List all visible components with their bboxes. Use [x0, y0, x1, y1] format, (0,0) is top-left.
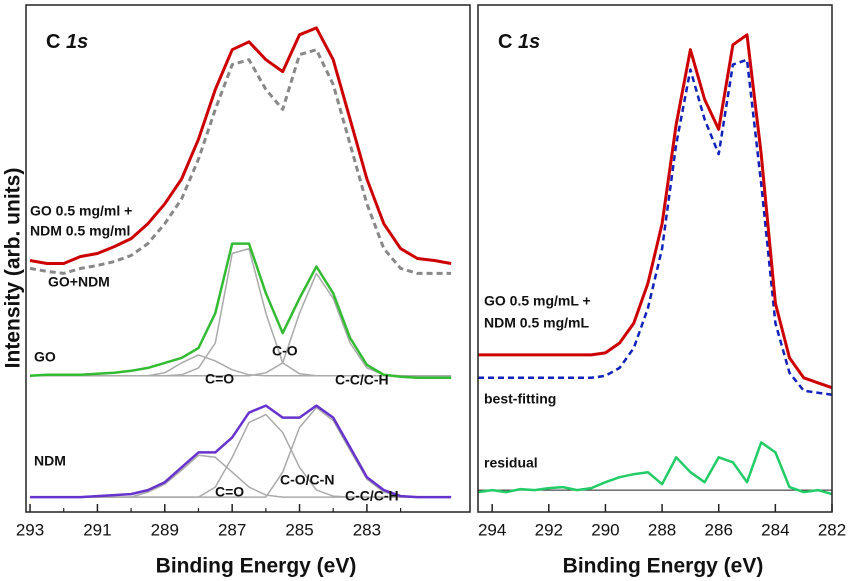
annotation: C=O: [215, 484, 244, 500]
annotation: C-O: [272, 343, 298, 359]
panel-label-element: C: [498, 31, 512, 53]
x-tick-label: 291: [83, 520, 111, 539]
x-tick-label: 290: [591, 520, 619, 539]
annotation: GO 0.5 mg/mL +: [484, 293, 591, 309]
annotation: GO 0.5 mg/ml +: [30, 203, 132, 219]
panel-label-element: C: [46, 31, 60, 53]
spectrum-line: [29, 26, 452, 265]
x-tick-label: 284: [761, 520, 789, 539]
x-tick-label: 293: [16, 520, 44, 539]
annotation: C=O: [205, 371, 234, 387]
x-tick-label: 283: [353, 520, 381, 539]
y-axis-title: Intensity (arb. units): [2, 168, 25, 369]
annotation: GO+NDM: [48, 274, 110, 290]
x-tick-label: 289: [151, 520, 179, 539]
annotation: NDM: [34, 453, 66, 469]
annotation: best-fitting: [484, 391, 556, 407]
x-tick-label: 286: [705, 520, 733, 539]
x-tick-label: 292: [535, 520, 563, 539]
annotation: GO: [34, 349, 56, 365]
annotation: C-C/C-H: [335, 372, 389, 388]
spectrum-line: [29, 48, 452, 275]
panel-label-orbital: 1s: [66, 31, 88, 53]
x-tick-label: 282: [818, 520, 846, 539]
spectrum-line: [477, 441, 833, 496]
panel-label: C 1s: [498, 31, 540, 53]
annotation: NDM 0.5 mg/mL: [484, 315, 589, 331]
annotation: residual: [484, 455, 538, 471]
x-tick-label: 285: [285, 520, 313, 539]
spectrum-line: [30, 404, 452, 499]
spectrum-line: [478, 58, 833, 396]
plot-frame: [477, 4, 833, 513]
x-tick-label: 294: [478, 520, 506, 539]
annotation: C-O/C-N: [280, 472, 334, 488]
annotation: C-C/C-H: [345, 488, 399, 504]
x-tick-label: 288: [648, 520, 676, 539]
x-axis-title: Binding Energy (eV): [156, 555, 357, 578]
plot-frame: [25, 4, 471, 513]
panel-label-orbital: 1s: [518, 31, 540, 53]
x-axis-title: Binding Energy (eV): [563, 555, 764, 578]
annotation: NDM 0.5 mg/ml: [30, 223, 130, 239]
x-tick-label: 287: [218, 520, 246, 539]
spectrum-line: [29, 242, 452, 380]
spectrum-line: [478, 33, 833, 390]
panel-label: C 1s: [46, 31, 88, 53]
